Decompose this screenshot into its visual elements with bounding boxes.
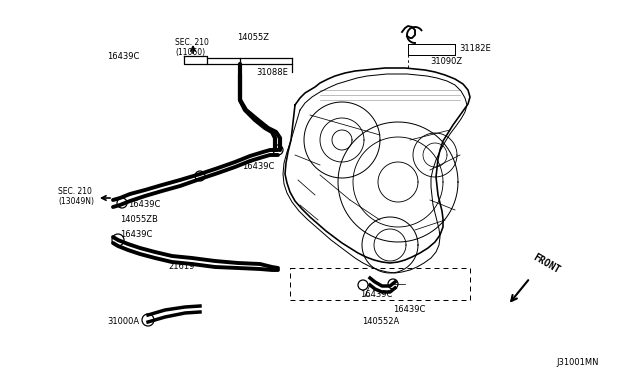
Text: 16439C: 16439C [393,305,426,314]
Text: 16439C: 16439C [242,162,275,171]
Text: FRONT: FRONT [531,251,561,275]
Text: 16439C: 16439C [128,200,161,209]
Text: 31088E: 31088E [256,68,288,77]
Text: 14055Z: 14055Z [237,33,269,42]
Text: 31000A: 31000A [107,317,139,326]
Text: 31182E: 31182E [459,44,491,53]
Text: 16439C: 16439C [360,290,392,299]
Text: 21619: 21619 [168,262,195,271]
Text: 16439C: 16439C [107,52,140,61]
Text: 16439C: 16439C [120,230,152,239]
Text: SEC. 210
(11060): SEC. 210 (11060) [175,38,209,57]
Text: SEC. 210
(13049N): SEC. 210 (13049N) [58,187,94,206]
Text: J31001MN: J31001MN [557,358,599,367]
Text: 140552A: 140552A [362,317,399,326]
Text: 14055ZB: 14055ZB [120,215,158,224]
Text: 31090Z: 31090Z [430,57,462,66]
